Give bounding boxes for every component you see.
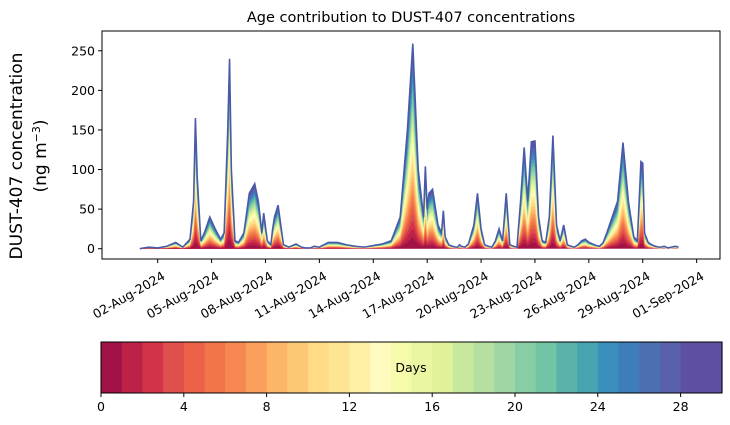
colorbar-swatch: [225, 342, 247, 393]
y-tick-label: 150: [71, 122, 95, 137]
colorbar-swatch: [370, 342, 392, 393]
colorbar-tick-label: 16: [424, 399, 440, 414]
y-axis-title: DUST-407 concentration (ng m−3): [7, 53, 51, 260]
colorbar-swatch: [245, 342, 268, 393]
colorbar-swatch: [349, 342, 371, 393]
colorbar-swatch: [659, 342, 682, 393]
y-tick-label: 200: [71, 83, 95, 98]
age-layer-0: [139, 237, 679, 249]
plot-frame: [101, 30, 721, 260]
colorbar-swatch: [183, 342, 206, 393]
colorbar-swatch: [515, 342, 537, 393]
colorbar-label: Days: [395, 360, 426, 375]
colorbar-swatch: [597, 342, 620, 393]
colorbar-swatch: [577, 342, 599, 393]
colorbar-swatch: [411, 342, 433, 393]
colorbar-tick-label: 8: [263, 399, 271, 414]
colorbar-swatch: [328, 342, 350, 393]
colorbar-tick-label: 24: [590, 399, 606, 414]
colorbar-swatch: [452, 342, 475, 393]
colorbar-swatch: [266, 342, 288, 393]
y-tick-label: 0: [87, 241, 95, 256]
axis-ticks: 05010015020025002-Aug-202405-Aug-202408-…: [71, 43, 706, 321]
colorbar-tick-label: 12: [341, 399, 357, 414]
total-concentration-line: [139, 43, 679, 250]
colorbar-swatch: [142, 342, 164, 393]
colorbar-tick-label: 0: [97, 399, 105, 414]
y-tick-label: 100: [71, 162, 95, 177]
colorbar-swatch: [556, 342, 578, 393]
colorbar-tick-label: 28: [673, 399, 689, 414]
colorbar-frame: [100, 341, 723, 394]
colorbar-swatch: [163, 342, 185, 393]
colorbar-swatch: [494, 342, 516, 393]
colorbar-swatch: [308, 342, 330, 393]
colorbar-swatch: [639, 342, 661, 393]
colorbar-tick-label: 4: [180, 399, 188, 414]
colorbar-swatch: [101, 342, 123, 393]
chart-title: Age contribution to DUST-407 concentrati…: [247, 10, 575, 26]
colorbar-swatch: [618, 342, 640, 393]
y-axis-title-line2: (ng m−3): [30, 119, 52, 192]
colorbar-swatch: [432, 342, 454, 393]
colorbar-swatch: [204, 342, 226, 393]
colorbar-swatch: [680, 342, 702, 393]
y-tick-label: 250: [71, 43, 95, 58]
colorbar: 0 4 8 12 16 20 24 28: [97, 342, 723, 414]
colorbar-swatch: [121, 342, 143, 393]
y-tick-label: 50: [79, 202, 95, 217]
colorbar-swatch: [535, 342, 557, 393]
colorbar-swatch: [473, 342, 495, 393]
colorbar-swatch: [287, 342, 309, 393]
colorbar-swatch: [701, 342, 723, 393]
age-layer-1: [139, 228, 679, 249]
colorbar-swatch: [390, 342, 413, 393]
y-axis-title-line1: DUST-407 concentration: [7, 53, 27, 260]
colorbar-tick-label: 20: [507, 399, 523, 414]
age-area-layers: [139, 43, 679, 250]
